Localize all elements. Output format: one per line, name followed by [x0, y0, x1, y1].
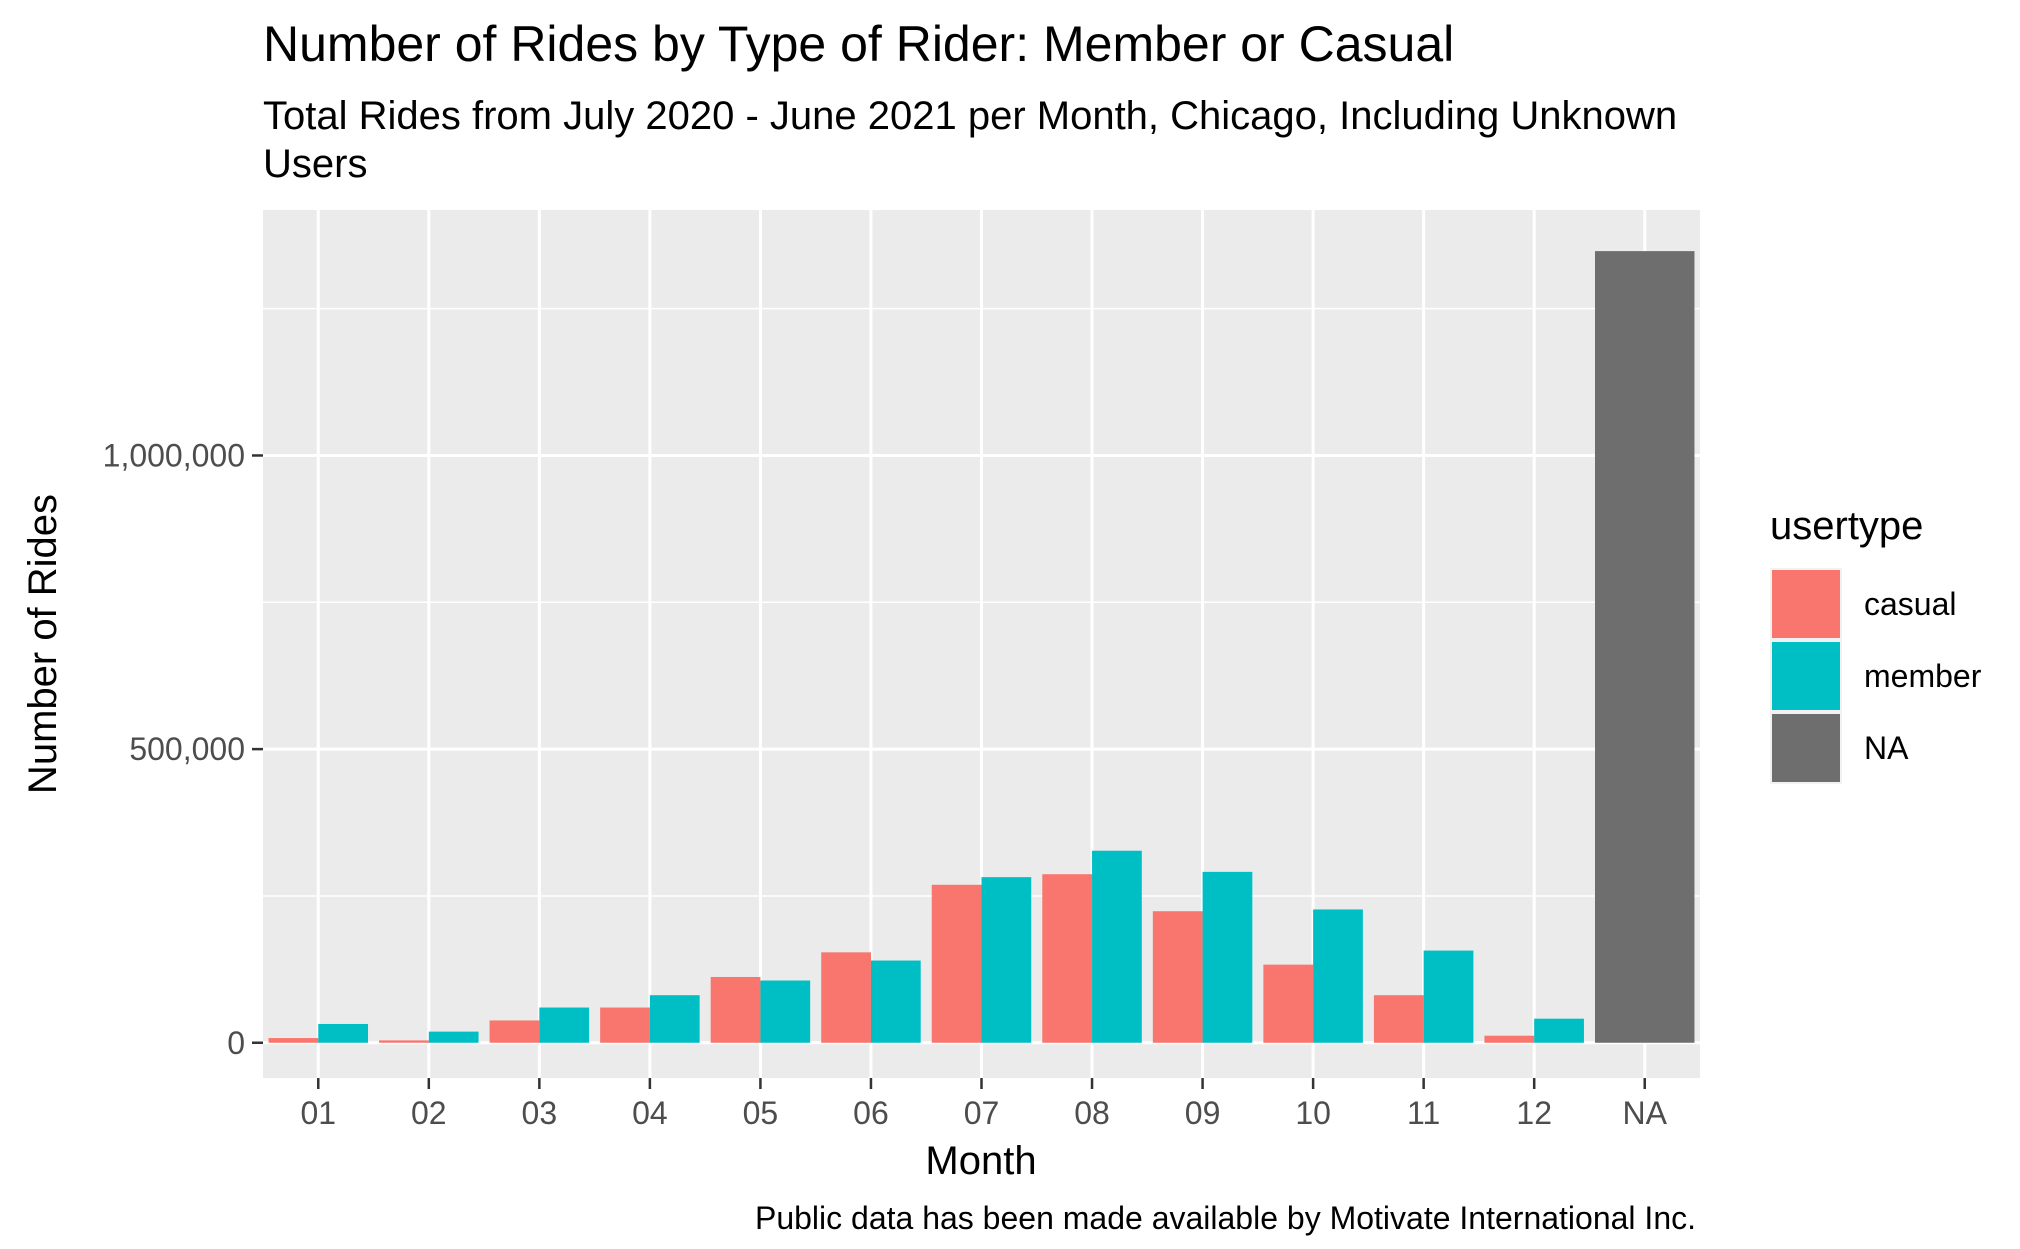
bar-casual-10 [1263, 964, 1314, 1043]
bar-member-09 [1202, 871, 1253, 1043]
chart-subtitle: Total Rides from July 2020 - June 2021 p… [263, 94, 1678, 186]
bar-member-03 [539, 1007, 590, 1043]
x-tick-label: NA [1623, 1095, 1668, 1131]
x-tick-label: 05 [743, 1095, 779, 1131]
bar-casual-06 [821, 952, 871, 1043]
bar-casual-09 [1152, 911, 1203, 1043]
bar-casual-08 [1042, 874, 1093, 1043]
chart-title: Number of Rides by Type of Rider: Member… [263, 16, 1455, 72]
bar-casual-12 [1484, 1035, 1535, 1043]
bar-casual-02 [379, 1040, 429, 1043]
bar-member-10 [1313, 909, 1363, 1043]
chart-caption: Public data has been made available by M… [754, 1200, 1696, 1236]
legend-label-member: member [1864, 658, 1982, 694]
x-tick-label: 09 [1185, 1095, 1221, 1131]
bars [268, 251, 1695, 1043]
legend-title: usertype [1770, 504, 1923, 548]
bar-casual-04 [600, 1007, 650, 1043]
legend-key-casual [1772, 570, 1840, 638]
y-axis: 0 500,000 1,000,000 [103, 437, 263, 1061]
x-axis: 01 02 03 04 05 06 07 08 09 10 11 12 NA [300, 1078, 1668, 1131]
legend-label-NA: NA [1864, 730, 1909, 766]
bar-NA-NA [1594, 251, 1695, 1043]
bar-casual-11 [1373, 995, 1424, 1043]
x-tick-label: 02 [411, 1095, 447, 1131]
bar-casual-07 [931, 884, 982, 1043]
bar-member-11 [1423, 950, 1474, 1043]
bar-member-04 [649, 995, 700, 1043]
x-tick-label: 03 [522, 1095, 558, 1131]
x-tick-label: 11 [1407, 1095, 1440, 1131]
x-tick-label: 12 [1516, 1095, 1552, 1131]
y-axis-title: Number of Rides [21, 494, 65, 794]
bar-member-05 [760, 980, 811, 1043]
y-tick-label: 500,000 [129, 731, 245, 767]
x-tick-label: 10 [1295, 1095, 1331, 1131]
legend: usertype casual member NA [1770, 504, 1982, 784]
x-tick-label: 08 [1074, 1095, 1110, 1131]
legend-key-NA [1772, 714, 1840, 782]
x-tick-label: 07 [964, 1095, 1000, 1131]
bar-member-06 [870, 960, 921, 1043]
x-tick-label: 04 [632, 1095, 668, 1131]
legend-key-member [1772, 642, 1840, 710]
bar-casual-03 [489, 1020, 540, 1043]
bar-casual-05 [710, 976, 761, 1043]
y-tick-label: 0 [227, 1025, 245, 1061]
legend-label-casual: casual [1864, 586, 1957, 622]
x-tick-label: 06 [853, 1095, 889, 1131]
x-axis-title: Month [925, 1139, 1036, 1183]
y-tick-label: 1,000,000 [103, 437, 245, 473]
bar-member-02 [428, 1031, 479, 1043]
bar-member-01 [318, 1023, 369, 1043]
bar-member-08 [1092, 850, 1142, 1043]
x-tick-label: 01 [300, 1095, 336, 1131]
bar-member-12 [1534, 1018, 1584, 1043]
bar-member-07 [981, 877, 1032, 1043]
bar-casual-01 [268, 1038, 319, 1043]
